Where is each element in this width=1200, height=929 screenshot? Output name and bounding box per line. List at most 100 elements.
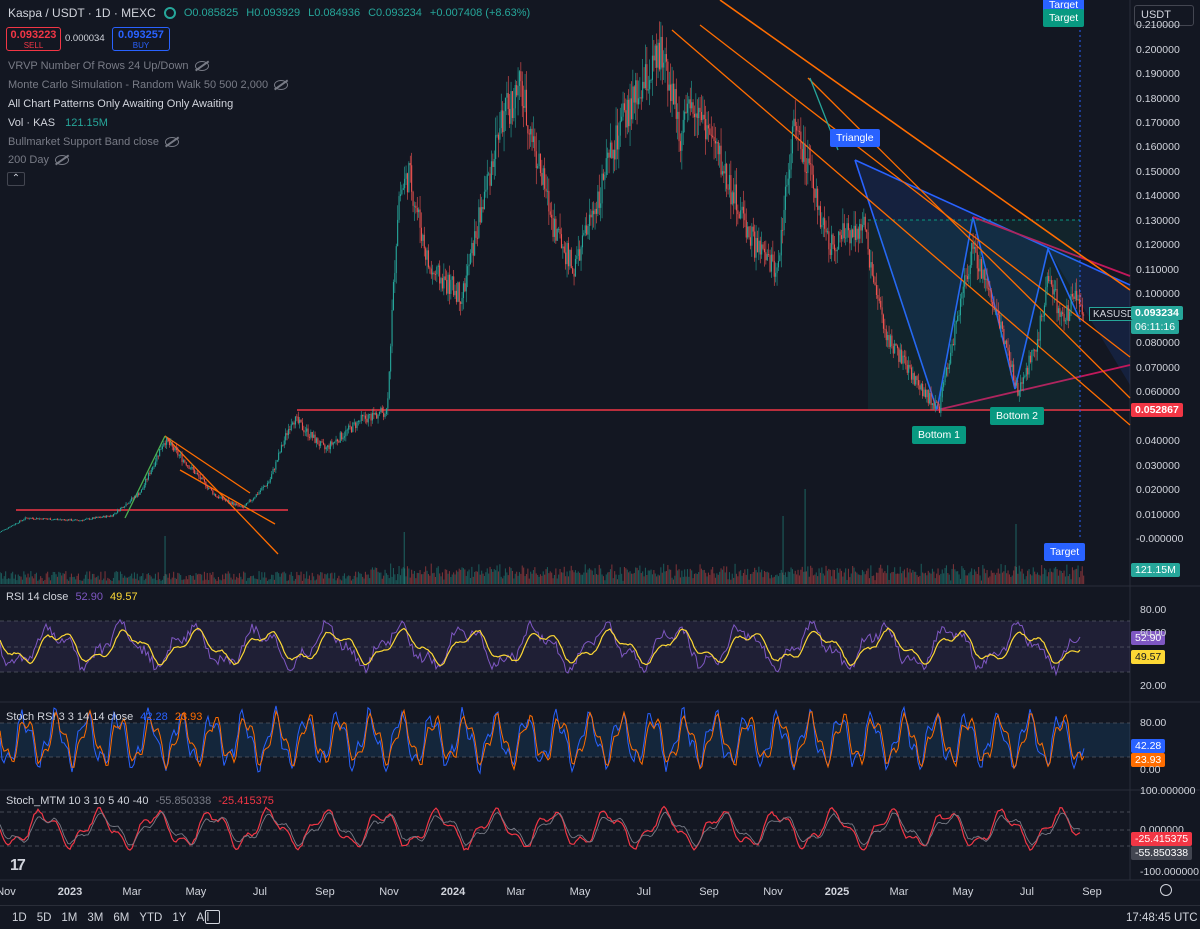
candle-body xyxy=(240,505,242,507)
bottom1-label[interactable]: Bottom 1 xyxy=(912,426,967,444)
volume-bar xyxy=(720,568,722,584)
indicator-volume[interactable]: Vol · KAS 121.15M xyxy=(8,117,108,129)
candle-body xyxy=(173,446,175,451)
volume-bar xyxy=(460,569,462,584)
candle-body xyxy=(983,269,985,280)
hidden-eye-icon[interactable] xyxy=(274,80,289,90)
hidden-eye-icon[interactable] xyxy=(165,137,180,147)
date-range-calendar-icon[interactable] xyxy=(205,910,220,924)
candle-body xyxy=(881,307,883,315)
candle-body xyxy=(651,55,654,80)
stochmtm-tag-2: -55.850338 xyxy=(1131,846,1193,860)
timeframe-button[interactable]: 1D xyxy=(12,912,27,924)
rsi-legend[interactable]: RSI 14 close 52.90 49.57 xyxy=(6,591,138,603)
timeframe-button[interactable]: 5D xyxy=(36,912,52,924)
candle-body xyxy=(203,479,206,482)
stochrsi-legend[interactable]: Stoch RSI 3 3 14 14 close 42.28 23.93 xyxy=(6,711,202,723)
volume-bar xyxy=(1014,566,1016,584)
candle-body xyxy=(733,192,735,204)
candle-body xyxy=(773,260,775,277)
currency-select[interactable]: USDT xyxy=(1134,5,1194,26)
candle-body xyxy=(699,107,701,112)
utc-clock[interactable]: 17:48:45 UTC xyxy=(1126,912,1198,924)
indicator-vrvp[interactable]: VRVP Number Of Rows 24 Up/Down xyxy=(8,60,209,72)
candle-body xyxy=(712,135,714,137)
stochmtm-legend[interactable]: Stoch_MTM 10 3 10 5 40 -40 -55.850338 -2… xyxy=(6,795,274,807)
triangle-label[interactable]: Triangle xyxy=(830,129,880,147)
volume-bar xyxy=(815,572,817,584)
candle-body xyxy=(9,527,11,528)
volume-tag: 121.15M xyxy=(1131,563,1180,577)
hidden-eye-icon[interactable] xyxy=(54,155,69,165)
volume-bar xyxy=(0,572,1,584)
candle-body xyxy=(717,141,719,155)
sell-button[interactable]: 0.093223 SELL xyxy=(6,27,61,51)
candle-body xyxy=(187,465,189,467)
volume-bar xyxy=(468,569,470,584)
candle-body xyxy=(747,226,749,238)
timeframe-button[interactable]: 1M xyxy=(61,912,78,924)
candle-body xyxy=(224,499,227,501)
price-axis-tick: 0.080000 xyxy=(1136,337,1180,350)
indicator-200day[interactable]: 200 Day xyxy=(8,154,69,166)
indicator-chart-patterns[interactable]: All Chart Patterns Only Awaiting Only Aw… xyxy=(8,98,233,110)
volume-bar xyxy=(433,572,435,584)
candle-body xyxy=(1025,367,1027,377)
candle-body xyxy=(807,158,809,173)
volume-bar xyxy=(427,574,430,584)
volume-bar xyxy=(369,578,371,584)
candle-body xyxy=(416,207,418,213)
tradingview-logo-icon[interactable]: 17 xyxy=(10,857,26,874)
symbol-title[interactable]: Kaspa / USDT · 1D · MEXC xyxy=(8,6,156,20)
candle-body xyxy=(462,283,465,299)
candle-body xyxy=(658,42,661,70)
settings-gear-icon[interactable] xyxy=(1160,884,1172,896)
candle-body xyxy=(202,477,204,480)
volume-bar xyxy=(220,580,222,584)
volume-bar xyxy=(231,579,234,584)
candle-body xyxy=(308,436,311,438)
timeframe-button[interactable]: 3M xyxy=(87,912,104,924)
volume-bar xyxy=(933,571,935,584)
candle-body xyxy=(1074,290,1076,300)
volume-bar xyxy=(549,571,551,584)
candle-body xyxy=(888,335,890,348)
bottom2-label[interactable]: Bottom 2 xyxy=(990,407,1045,425)
candle-body xyxy=(707,125,710,129)
timeframe-button[interactable]: All xyxy=(196,912,210,924)
candle-body xyxy=(719,145,721,155)
candle-body xyxy=(437,265,439,268)
candle-body xyxy=(913,373,915,385)
timeframe-button[interactable]: 6M xyxy=(113,912,130,924)
timeframe-button[interactable]: YTD xyxy=(139,912,163,924)
indicator-monte-carlo[interactable]: Monte Carlo Simulation - Random Walk 50 … xyxy=(8,79,289,91)
candle-body xyxy=(517,85,519,96)
target-bottom-label[interactable]: Target xyxy=(1044,543,1086,561)
volume-bar xyxy=(180,575,182,584)
target-top-label-2[interactable]: Target xyxy=(1043,9,1085,27)
candle-body xyxy=(26,517,28,519)
hidden-eye-icon[interactable] xyxy=(194,61,209,71)
volume-bar xyxy=(811,567,813,584)
volume-bar xyxy=(135,578,137,584)
volume-bar xyxy=(143,580,145,584)
candle-body xyxy=(269,478,271,483)
volume-bar xyxy=(338,575,340,584)
volume-bar xyxy=(490,569,493,584)
volume-bar xyxy=(96,577,98,584)
candle-body xyxy=(514,85,516,109)
candle-body xyxy=(665,54,668,62)
candle-body xyxy=(153,466,155,468)
candle-body xyxy=(815,188,817,198)
indicator-bull-band[interactable]: Bullmarket Support Band close xyxy=(8,136,180,148)
candle-body xyxy=(903,355,906,357)
candle-body xyxy=(1081,304,1083,315)
candle-body xyxy=(314,434,316,443)
candle-body xyxy=(558,228,560,230)
volume-bar xyxy=(608,571,610,584)
collapse-legend-button[interactable]: ⌃ xyxy=(7,172,25,186)
buy-button[interactable]: 0.093257 BUY xyxy=(112,27,170,51)
timeframe-button[interactable]: 1Y xyxy=(172,912,187,924)
volume-bar xyxy=(523,567,525,584)
